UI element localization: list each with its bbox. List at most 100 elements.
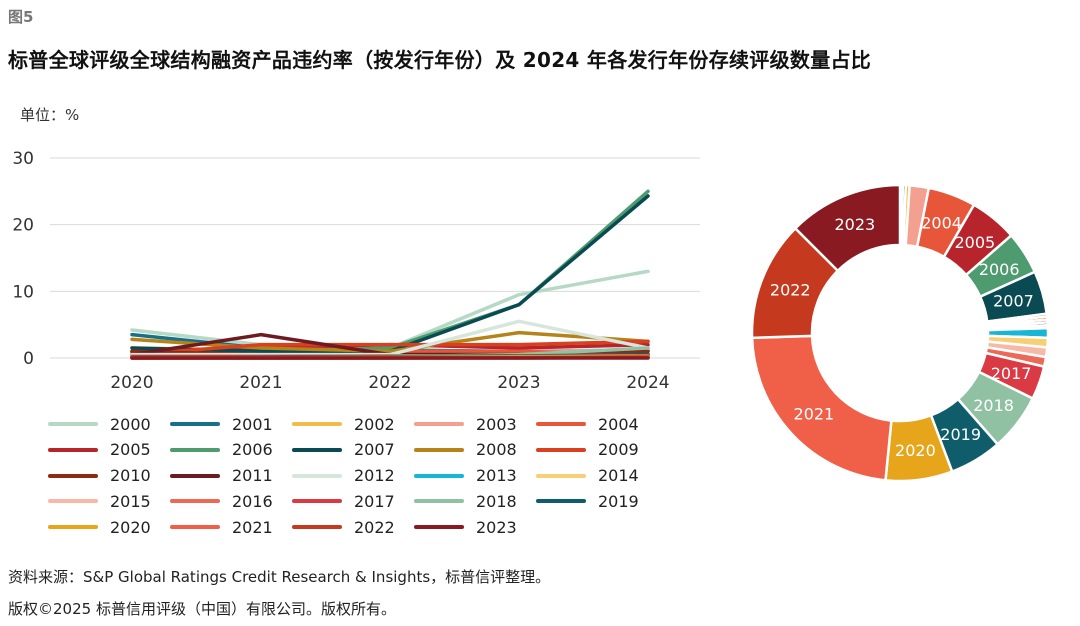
series-line-2008 [130, 330, 650, 354]
legend-item-2022: 2022 [292, 517, 395, 537]
legend-item-2011: 2011 [170, 466, 273, 486]
legend-swatch [170, 473, 220, 478]
legend-item-2008: 2008 [414, 440, 517, 460]
legend-label: 2017 [354, 491, 395, 511]
legend-swatch [292, 525, 342, 530]
legend-item-2019: 2019 [536, 491, 639, 511]
donut-label-2018: 2018 [973, 396, 1014, 415]
legend-item-2016: 2016 [170, 491, 273, 511]
chart-title: 标普全球评级全球结构融资产品违约率（按发行年份）及 2024 年各发行年份存续评… [8, 48, 872, 72]
y-tick-label: 20 [12, 216, 34, 236]
series-line-2009 [130, 339, 650, 357]
unit-label: 单位：% [20, 106, 80, 124]
legend-label: 2003 [476, 414, 517, 434]
legend-label: 2011 [232, 466, 273, 486]
legend-swatch [170, 422, 220, 426]
legend-label: 2008 [476, 440, 517, 460]
copyright-note: 版权©2025 标普信用评级（中国）有限公司。版权所有。 [8, 600, 396, 618]
legend-item-2010: 2010 [48, 466, 151, 486]
series-line-2006 [130, 189, 650, 354]
legend-swatch [48, 422, 98, 426]
legend-label: 2015 [110, 491, 151, 511]
y-tick-label: 30 [12, 149, 34, 169]
legend-item-2018: 2018 [414, 491, 517, 511]
legend-label: 2002 [354, 414, 395, 434]
donut-label-2017: 2017 [991, 364, 1032, 383]
legend-swatch [48, 525, 98, 530]
series-line-2007 [130, 194, 650, 354]
donut-label-2019: 2019 [940, 425, 981, 444]
x-tick-label: 2020 [110, 373, 153, 393]
legend-label: 2023 [476, 517, 517, 537]
legend-item-2003: 2003 [414, 414, 517, 434]
donut-label-2023: 2023 [834, 215, 875, 234]
legend-label: 2019 [598, 491, 639, 511]
legend-item-2012: 2012 [292, 466, 395, 486]
legend-item-2005: 2005 [48, 440, 151, 460]
legend-item-2013: 2013 [414, 466, 517, 486]
figure-label: 图5 [8, 8, 34, 26]
legend-item-2017: 2017 [292, 491, 395, 511]
legend-label: 2009 [598, 440, 639, 460]
donut-slice-2021 [750, 334, 893, 482]
x-tick-label: 2022 [368, 373, 411, 393]
legend-swatch [292, 447, 342, 452]
y-tick-label: 10 [12, 282, 34, 302]
y-tick-label: 0 [23, 349, 34, 369]
donut-label-2006: 2006 [979, 260, 1020, 279]
legend-item-2021: 2021 [170, 517, 273, 537]
legend-item-2023: 2023 [414, 517, 517, 537]
legend-label: 2020 [110, 517, 151, 537]
legend-item-2020: 2020 [48, 517, 151, 537]
legend-swatch [170, 525, 220, 530]
legend-swatch [48, 499, 98, 504]
legend-swatch [292, 499, 342, 504]
legend-swatch [292, 473, 342, 478]
legend-item-2000: 2000 [48, 414, 151, 434]
legend-swatch [414, 473, 464, 478]
legend-swatch [536, 447, 586, 452]
legend-swatch [48, 447, 98, 452]
legend-label: 2013 [476, 466, 517, 486]
x-tick-label: 2024 [626, 373, 669, 393]
donut-label-2004: 2004 [921, 214, 962, 233]
legend-item-2006: 2006 [170, 440, 273, 460]
x-tick-label: 2021 [239, 373, 282, 393]
legend-label: 2004 [598, 414, 639, 434]
donut-slice-2023 [793, 183, 902, 273]
legend-label: 2010 [110, 466, 151, 486]
legend-swatch [170, 499, 220, 504]
legend-label: 2007 [354, 440, 395, 460]
legend-swatch [414, 525, 464, 530]
legend-item-2002: 2002 [292, 414, 395, 434]
donut-label-2020: 2020 [895, 441, 936, 460]
legend-label: 2006 [232, 440, 273, 460]
legend-label: 2005 [110, 440, 151, 460]
legend-label: 2014 [598, 466, 639, 486]
x-tick-label: 2023 [497, 373, 540, 393]
legend-swatch [170, 447, 220, 452]
donut-label-2022: 2022 [770, 281, 811, 300]
legend-swatch [536, 499, 586, 504]
legend-label: 2016 [232, 491, 273, 511]
legend-label: 2022 [354, 517, 395, 537]
source-note: 资料来源：S&P Global Ratings Credit Research … [8, 568, 551, 586]
legend-swatch [536, 473, 586, 478]
legend-label: 2012 [354, 466, 395, 486]
donut-label-2007: 2007 [993, 292, 1034, 311]
legend-item-2007: 2007 [292, 440, 395, 460]
line-chart: 0 10 20 30 2020 2021 2022 2023 2024 [12, 149, 700, 393]
legend-item-2004: 2004 [536, 414, 639, 434]
legend-swatch [48, 473, 98, 478]
legend-swatch [414, 447, 464, 452]
legend-swatch [414, 499, 464, 504]
legend-label: 2001 [232, 414, 273, 434]
legend-item-2015: 2015 [48, 491, 151, 511]
legend-item-2001: 2001 [170, 414, 273, 434]
legend-swatch [414, 422, 464, 426]
legend-swatch [292, 422, 342, 426]
legend-label: 2018 [476, 491, 517, 511]
legend-item-2009: 2009 [536, 440, 639, 460]
legend-swatch [536, 422, 586, 426]
